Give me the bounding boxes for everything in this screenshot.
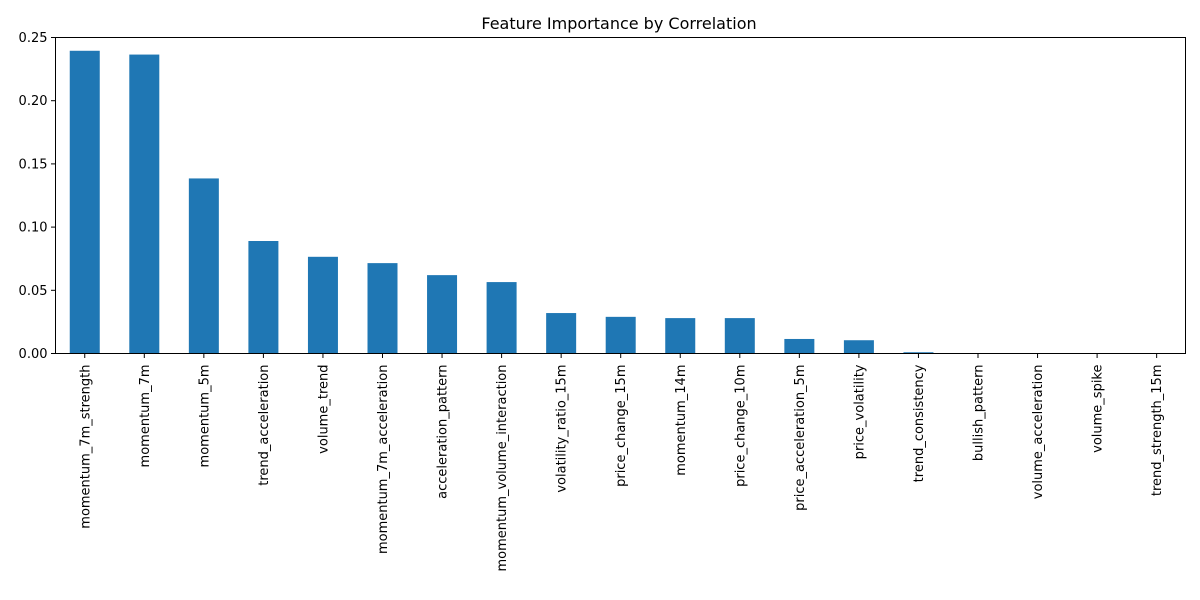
chart-title: Feature Importance by Correlation (481, 14, 756, 33)
x-tick-label: volatility_ratio_15m (555, 365, 570, 493)
x-tick-label: momentum_volume_interaction (495, 365, 510, 572)
bar-price-volatility (843, 340, 874, 354)
x-tick-label: price_volatility (852, 364, 867, 459)
x-axis: momentum_7m_strength momentum_7m momentum_… (78, 353, 1165, 572)
x-tick-label: trend_consistency (912, 364, 927, 482)
x-tick-label: momentum_14m (674, 365, 689, 476)
bar-momentum-7m (129, 54, 160, 354)
y-tick-label: 0.15 (19, 157, 48, 172)
x-tick-label: price_change_10m (733, 365, 748, 487)
x-tick-label: price_change_15m (614, 365, 629, 487)
bar-price-acceleration-5m (784, 338, 815, 354)
bar-price-change-10m (724, 318, 755, 354)
bar-volume-trend (307, 256, 338, 354)
x-tick-label: acceleration_pattern (436, 365, 451, 499)
x-tick-label: trend_acceleration (257, 365, 272, 486)
x-tick-label: price_acceleration_5m (793, 365, 808, 511)
y-tick-label: 0.25 (19, 31, 48, 46)
plot-frame (55, 37, 1186, 354)
bar-trend-consistency (903, 352, 934, 354)
x-tick-label: trend_strength_15m (1150, 365, 1165, 497)
x-tick-label: momentum_7m_acceleration (376, 365, 391, 555)
bars-group (69, 50, 934, 354)
bar-acceleration-pattern (427, 275, 458, 354)
y-tick-label: 0.00 (19, 347, 48, 362)
y-axis: 0.00 0.05 0.10 0.15 0.20 0.25 (19, 31, 56, 362)
x-tick-label: volume_acceleration (1031, 365, 1046, 500)
bar-volatility-ratio-15m (546, 313, 577, 354)
bar-momentum-7m-acceleration (367, 263, 398, 354)
x-tick-label: momentum_5m (197, 365, 212, 468)
x-tick-label: momentum_7m (138, 365, 153, 468)
bar-trend-acceleration (248, 241, 279, 354)
bar-momentum-volume-interaction (486, 282, 517, 354)
y-tick-label: 0.05 (19, 284, 48, 299)
y-tick-label: 0.20 (19, 94, 48, 109)
bar-momentum-14m (665, 318, 696, 354)
bar-momentum-5m (188, 178, 219, 354)
bar-momentum-7m-strength (69, 50, 100, 354)
x-tick-label: momentum_7m_strength (78, 365, 93, 529)
y-tick-label: 0.10 (19, 221, 48, 236)
x-tick-label: bullish_pattern (972, 365, 987, 462)
x-tick-label: volume_spike (1091, 364, 1106, 452)
bar-price-change-15m (605, 316, 636, 354)
x-tick-label: volume_trend (316, 365, 331, 454)
